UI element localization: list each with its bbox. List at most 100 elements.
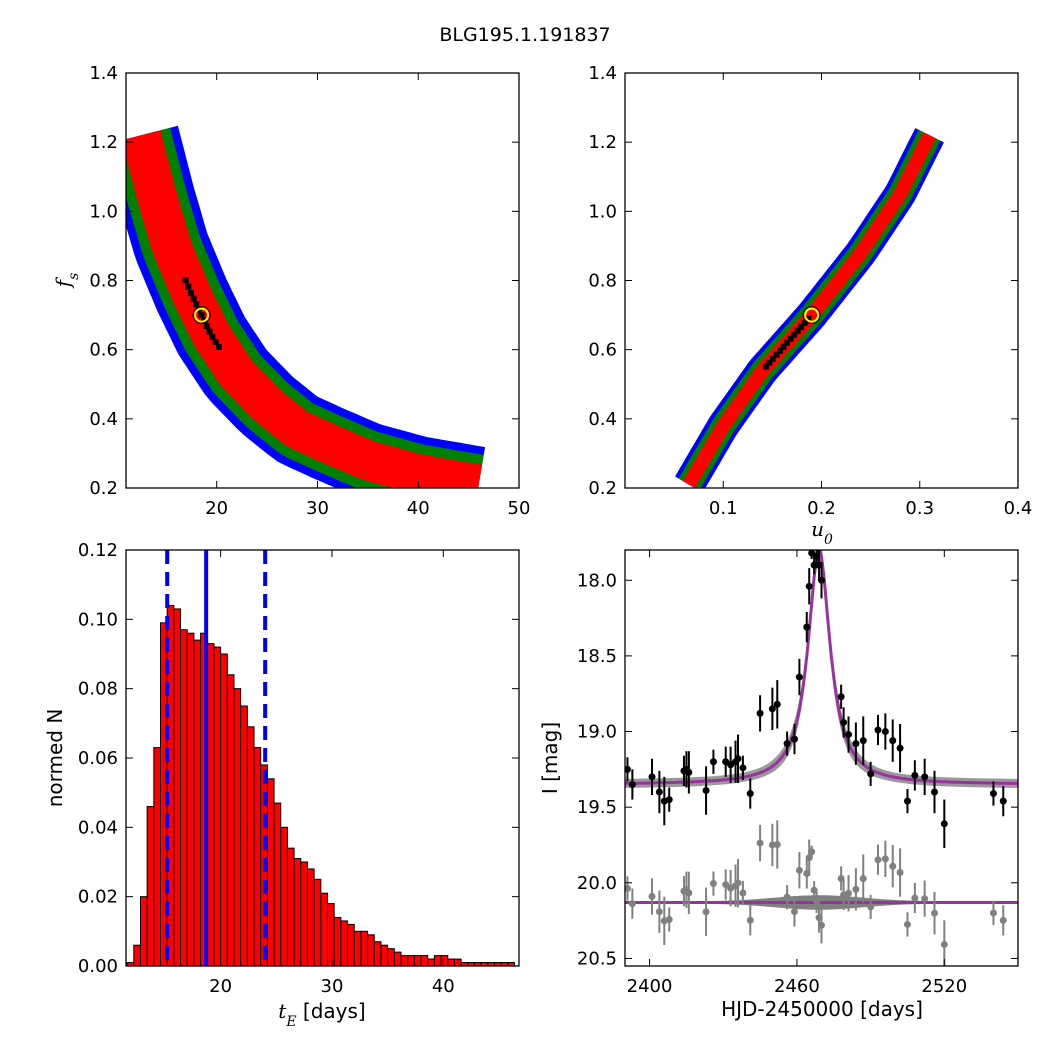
data-point <box>940 820 948 828</box>
region-black <box>216 343 223 350</box>
plot-area <box>625 550 1018 966</box>
residual-point <box>859 875 867 883</box>
y-tick-label: 0.4 <box>588 409 617 430</box>
residual-point <box>808 848 816 856</box>
residual-point <box>921 895 929 903</box>
region-black <box>777 347 784 354</box>
panel-fs-vs-tE: 20 30 40 50 0.2 0.4 0.6 0.8 1.0 1.2 1.4 <box>89 63 531 519</box>
data-point <box>874 726 882 734</box>
residual-point <box>655 908 663 916</box>
residual-point <box>795 866 803 874</box>
data-point <box>859 737 867 745</box>
y-tick-label: 18.5 <box>577 646 617 667</box>
region-black <box>798 323 805 330</box>
hist-bar <box>246 726 255 967</box>
hist-bar <box>327 903 335 967</box>
region-black <box>185 283 192 290</box>
y-tick-label: 0.02 <box>78 887 118 908</box>
y-tick-label: 20.0 <box>577 873 617 894</box>
region-black <box>762 363 769 370</box>
data-point <box>665 796 673 804</box>
residual-point <box>940 940 948 948</box>
y-tick-label: 0.08 <box>78 679 118 700</box>
x-tick-label: 2400 <box>627 976 673 997</box>
hist-bar <box>240 705 248 967</box>
panel-fs-vs-u0: 0.1 0.2 0.3 0.4 0.2 0.4 0.6 0.8 1.0 1.2 1.4 <box>588 63 1032 519</box>
best-fit-marker <box>804 307 820 323</box>
hist-bar <box>220 653 228 967</box>
residual-point <box>773 841 781 849</box>
hist-bar <box>173 608 182 967</box>
data-point <box>818 576 825 584</box>
region-black <box>773 351 780 358</box>
residual-point <box>685 889 693 897</box>
residual-point <box>739 889 747 897</box>
residual-point <box>889 862 897 870</box>
hist-bar <box>206 643 215 967</box>
y-tick-label: 0.00 <box>78 956 118 977</box>
residual-point <box>867 903 875 911</box>
data-point <box>685 768 693 776</box>
panel-light-curve: 2400 2460 2520 18.0 18.5 19.0 19.5 20.0 20.5 <box>577 549 1019 997</box>
hist-bar <box>306 868 315 967</box>
hist-bar <box>387 948 395 967</box>
region-black <box>206 328 213 335</box>
panel-tE-histogram: 20 30 40 0.00 0.02 0.04 0.06 0.08 0.10 0.12 <box>78 540 520 997</box>
hist-bar <box>360 930 369 967</box>
hist-bar <box>186 632 195 967</box>
y-tick-label: 0.8 <box>89 271 118 292</box>
data-point <box>773 700 781 708</box>
hist-bar <box>320 892 329 967</box>
y-tick-label: 0.2 <box>89 478 118 499</box>
hist-bar <box>447 958 455 967</box>
data-point <box>702 787 710 795</box>
data-point <box>625 765 631 773</box>
hist-bar <box>400 955 409 967</box>
data-point <box>709 758 717 766</box>
data-point <box>795 673 803 681</box>
data-point <box>655 788 663 796</box>
region-black <box>801 319 808 326</box>
hist-bar <box>333 916 342 967</box>
residual-point <box>852 885 860 893</box>
y-tick-label: 0.06 <box>78 748 118 769</box>
residual-point <box>722 881 730 889</box>
x-tick-label: 30 <box>321 976 344 997</box>
residual-point <box>734 879 742 887</box>
data-point <box>889 737 897 745</box>
x-tick-label: 40 <box>432 976 455 997</box>
data-point <box>803 623 811 631</box>
y-tick-label: 0.8 <box>588 271 617 292</box>
hist-bar <box>420 955 429 967</box>
confidence-regions <box>126 125 486 488</box>
y-tick-label: 1.0 <box>89 201 118 222</box>
data-point <box>648 773 656 781</box>
residual-point <box>665 915 673 923</box>
y-tick-label: 19.5 <box>577 797 617 818</box>
region-black <box>198 312 205 319</box>
hist-bar <box>373 941 382 967</box>
best-fit-marker-outline <box>192 306 211 325</box>
data-point <box>911 771 919 779</box>
residual-point <box>783 893 791 901</box>
data-point <box>628 780 636 788</box>
hist-bar <box>347 923 355 967</box>
region-black <box>212 338 219 345</box>
hist-bar <box>153 747 162 967</box>
residual-point <box>625 884 631 892</box>
y-tick-label: 18.0 <box>577 570 617 591</box>
x-tick-label: 50 <box>508 498 531 519</box>
residual-point <box>903 920 911 928</box>
xlabel-u0: u0 <box>811 517 833 548</box>
y-tick-label: 19.0 <box>577 722 617 743</box>
data-point <box>896 744 904 752</box>
y-tick-label: 0.04 <box>78 817 118 838</box>
y-tick-label: 1.4 <box>588 63 617 84</box>
residual-point <box>790 908 798 916</box>
region-black <box>787 335 794 342</box>
hist-bar <box>233 688 242 967</box>
region-black <box>794 327 801 334</box>
residual-point <box>709 880 717 888</box>
data-point <box>837 693 845 701</box>
x-tick-label: 0.1 <box>709 498 738 519</box>
